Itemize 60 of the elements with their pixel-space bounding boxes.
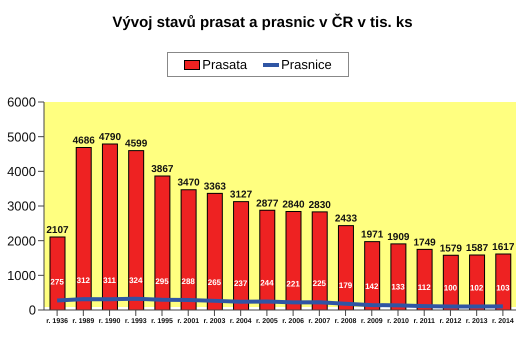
legend-label: Prasata	[201, 57, 248, 72]
bar	[259, 210, 276, 310]
data-label: 100	[444, 284, 458, 293]
data-label: 244	[260, 278, 274, 288]
bar	[128, 150, 144, 310]
data-label: 1749	[413, 237, 436, 248]
data-label: 1909	[387, 232, 410, 243]
y-tick-label: 4000	[7, 164, 36, 179]
data-label: 311	[103, 276, 117, 286]
data-label: 4686	[72, 136, 96, 147]
y-tick-label: 0	[28, 302, 36, 318]
data-label: 312	[76, 276, 91, 286]
legend-label: Prasnice	[280, 57, 332, 72]
data-label: 1971	[361, 230, 384, 241]
bar	[206, 192, 223, 310]
data-label: 1617	[492, 242, 515, 253]
chart-title: Vývoj stavů prasat a prasnic v ČR v tis. ks	[111, 14, 414, 31]
data-label: 142	[365, 282, 379, 292]
y-tick-label: 5000	[7, 129, 36, 144]
bar	[233, 201, 250, 310]
data-label: 237	[234, 278, 248, 288]
data-label: 102	[470, 283, 484, 292]
bar	[338, 225, 354, 310]
data-label: 221	[286, 279, 300, 288]
data-label: 103	[496, 283, 510, 292]
bar	[312, 211, 328, 310]
data-label: 133	[391, 282, 406, 292]
y-tick-label: 2000	[7, 233, 36, 248]
data-label: 2840	[282, 200, 306, 211]
bar	[495, 253, 512, 310]
bar	[50, 236, 66, 310]
y-tick-label: 1000	[7, 268, 36, 283]
y-tick-label: 6000	[7, 94, 36, 110]
line-series	[55, 296, 505, 309]
data-label: 179	[338, 280, 353, 290]
data-label: 3127	[230, 190, 253, 201]
data-label: 275	[50, 277, 64, 286]
data-label: 3470	[177, 178, 200, 189]
data-label: 225	[312, 279, 327, 288]
data-label: 265	[208, 278, 222, 287]
data-label: 1587	[466, 242, 489, 254]
data-label: 2877	[256, 198, 279, 210]
bar	[76, 147, 92, 310]
data-label: 2107	[46, 224, 70, 236]
data-label: 295	[155, 276, 170, 286]
data-label: 4790	[98, 132, 122, 143]
data-label: 3363	[204, 181, 226, 192]
bar	[102, 143, 118, 310]
data-label: 112	[418, 283, 432, 292]
bar	[154, 175, 170, 310]
bar	[180, 189, 197, 310]
data-label: 324	[129, 276, 143, 285]
data-label: 3867	[151, 164, 174, 175]
y-tick-label: 3000	[7, 198, 36, 214]
bar	[286, 211, 302, 310]
data-label: 4599	[125, 138, 148, 150]
data-label: 2830	[308, 200, 332, 211]
data-label: 2433	[334, 214, 358, 225]
data-label: 1579	[440, 243, 462, 254]
data-label: 288	[182, 277, 196, 286]
